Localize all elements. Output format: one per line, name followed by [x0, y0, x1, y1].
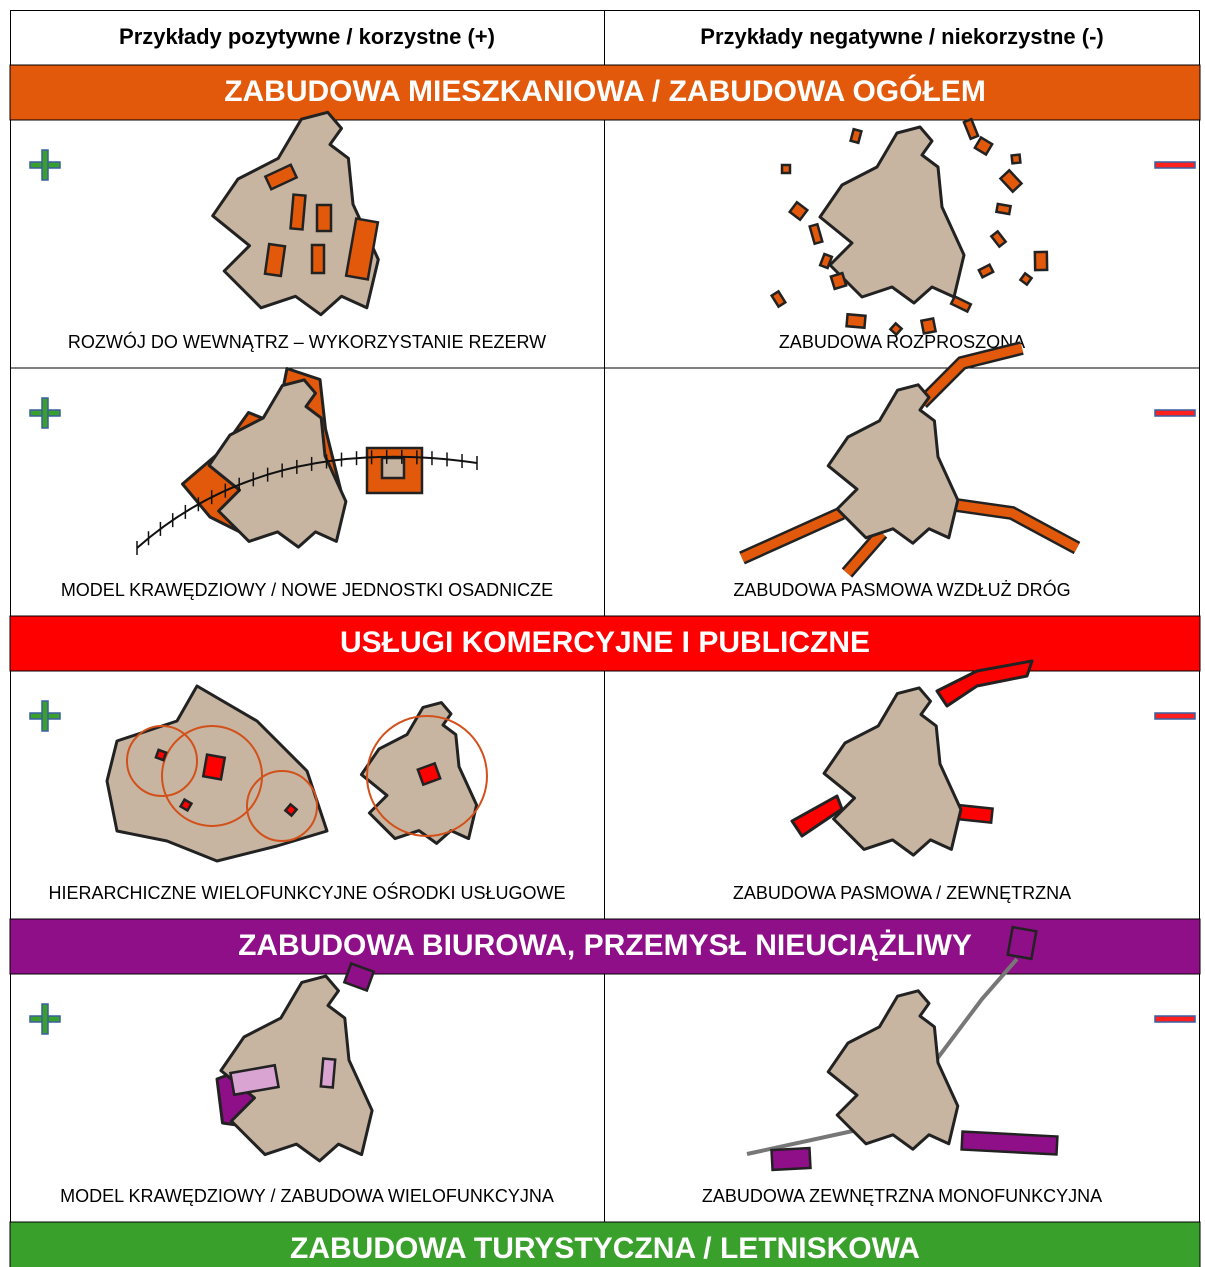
- patch: [829, 271, 848, 291]
- patch: [888, 321, 904, 337]
- patch: [989, 229, 1008, 249]
- minus-sign: [1154, 712, 1196, 720]
- caption: ZABUDOWA ROZPROSZONA: [779, 332, 1025, 352]
- patch: [1018, 271, 1034, 287]
- patch: [849, 127, 863, 145]
- patch: [1033, 250, 1049, 272]
- settlement: [219, 974, 374, 1163]
- patch: [310, 243, 326, 275]
- patch: [787, 200, 810, 222]
- section-band: [9, 1221, 1201, 1267]
- section-title: USŁUGI KOMERCYJNE I PUBLICZNE: [340, 626, 870, 659]
- patch: [380, 456, 406, 480]
- patch: [283, 802, 299, 818]
- patch: [228, 1063, 281, 1097]
- section-band: [9, 918, 1201, 975]
- patch: [289, 193, 307, 231]
- illustration: [739, 341, 1081, 578]
- caption: HIERARCHICZNE WIELOFUNKCYJNE OŚRODKI USŁ…: [48, 882, 565, 903]
- patch: [994, 202, 1013, 216]
- patch: [319, 1057, 337, 1089]
- service-radius: [366, 715, 488, 837]
- caption: ZABUDOWA ZEWNĘTRZNA MONOFUNKCYJNA: [702, 1186, 1102, 1206]
- patch: [1006, 925, 1038, 961]
- patch: [962, 117, 980, 141]
- service-radius: [126, 725, 198, 797]
- patch: [1010, 153, 1022, 165]
- illustration: [211, 110, 380, 317]
- header-positive: Przykłady pozytywne / korzystne (+): [119, 24, 495, 49]
- section-title: ZABUDOWA MIESZKANIOWA / ZABUDOWA OGÓŁEM: [224, 74, 986, 108]
- patch: [808, 222, 824, 246]
- patch: [178, 797, 194, 813]
- illustration: [136, 367, 478, 555]
- plus-sign: [41, 700, 49, 732]
- caption: ZABUDOWA PASMOWA WZDŁUŻ DRÓG: [733, 579, 1070, 600]
- illustration: [746, 925, 1059, 1172]
- patch: [344, 217, 380, 281]
- patch: [416, 761, 442, 787]
- settlement: [818, 125, 966, 305]
- patch: [770, 1146, 812, 1172]
- plus-sign: [41, 397, 49, 429]
- patch: [977, 263, 995, 279]
- patch: [342, 961, 376, 993]
- caption: ZABUDOWA PASMOWA / ZEWNĘTRZNA: [733, 883, 1071, 903]
- patch: [935, 659, 1034, 708]
- plus-sign: [41, 149, 49, 181]
- service-radius: [161, 725, 263, 827]
- section-title: ZABUDOWA TURYSTYCZNA / LETNISKOWA: [290, 1232, 920, 1265]
- patch: [780, 163, 792, 175]
- patch: [154, 748, 168, 762]
- patch: [263, 242, 287, 278]
- service-radius: [246, 770, 318, 842]
- patch: [769, 289, 788, 309]
- settlement: [826, 989, 960, 1151]
- caption: ROZWÓJ DO WEWNĄTRZ – WYKORZYSTANIE REZER…: [68, 331, 546, 352]
- patch: [263, 163, 299, 191]
- minus-sign: [1154, 409, 1196, 417]
- settlement: [822, 686, 963, 857]
- strip: [843, 530, 886, 576]
- patch: [201, 753, 227, 781]
- header-negative: Przykłady negatywne / niekorzystne (-): [700, 24, 1103, 49]
- patch: [919, 317, 938, 335]
- strip: [918, 343, 1024, 407]
- illustration: [215, 961, 376, 1163]
- patch: [818, 252, 834, 270]
- section-band: [9, 615, 1201, 672]
- minus-sign: [1154, 161, 1196, 169]
- caption: MODEL KRAWĘDZIOWY / NOWE JEDNOSTKI OSADN…: [61, 580, 553, 600]
- illustration: [769, 117, 1049, 337]
- patch: [998, 168, 1024, 194]
- strip: [740, 508, 844, 563]
- patch: [949, 294, 973, 314]
- patch: [973, 135, 994, 157]
- plus-sign: [41, 1003, 49, 1035]
- patch: [960, 1130, 1059, 1156]
- strip: [941, 498, 1080, 552]
- settlement: [826, 383, 960, 545]
- patch: [315, 203, 333, 233]
- minus-sign: [1154, 1015, 1196, 1023]
- section-band: [9, 64, 1201, 121]
- patch: [845, 312, 867, 330]
- caption: MODEL KRAWĘDZIOWY / ZABUDOWA WIELOFUNKCY…: [60, 1186, 554, 1206]
- section-title: ZABUDOWA BIUROWA, PRZEMYSŁ NIEUCIĄŻLIWY: [238, 929, 972, 962]
- settlement: [207, 378, 348, 549]
- illustration: [105, 684, 488, 863]
- illustration: [790, 659, 1034, 857]
